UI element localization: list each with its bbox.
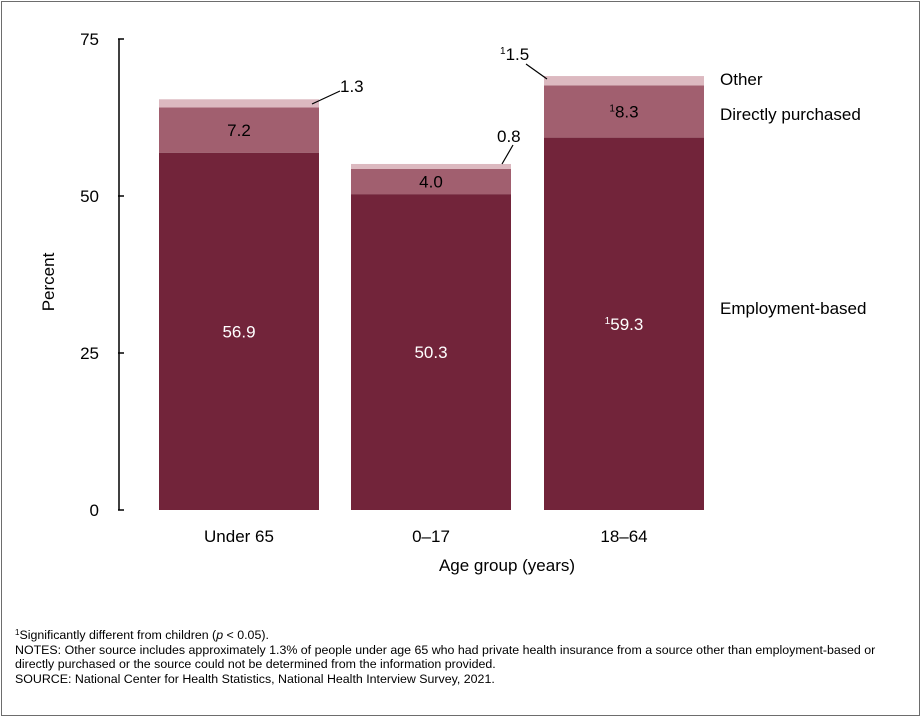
data-label-directly-purchased: 4.0: [419, 173, 443, 192]
bar-directly-purchased-1: [159, 107, 319, 153]
y-axis-title: Percent: [39, 252, 58, 311]
legend-employment-based: Employment-based: [720, 299, 866, 318]
source-text: SOURCE: National Center for Health Stati…: [15, 671, 495, 686]
callout-leader-line: [501, 144, 514, 165]
x-tick-label: 0–17: [412, 527, 450, 546]
y-tick-label: 75: [80, 30, 99, 49]
footnote-p: p: [216, 628, 224, 642]
x-tick-label: Under 65: [204, 527, 274, 546]
bar-other-1: [159, 99, 319, 108]
footnote-tail: < 0.05).: [223, 628, 269, 642]
legend-directly-purchased: Directly purchased: [720, 105, 861, 124]
data-label-employment: 50.3: [414, 343, 447, 362]
label-value: 1.5: [506, 45, 530, 64]
bar-employment-based-2: [351, 194, 511, 510]
axis-layer: 0 25 50 75: [80, 30, 124, 520]
data-label-employment: 56.9: [222, 322, 255, 341]
y-tick-label: 50: [80, 187, 99, 206]
x-tick-label: 18–64: [600, 527, 647, 546]
y-tick-label: 25: [80, 344, 99, 363]
footnote-superscript: 1: [500, 46, 506, 57]
footnote-mark: 1: [15, 628, 20, 637]
bar-other-2: [351, 163, 511, 169]
label-value: 59.3: [610, 315, 643, 334]
x-axis-title: Age group (years): [439, 556, 575, 575]
bar-layer: [159, 76, 704, 510]
y-tick-label: 0: [90, 501, 99, 520]
label-layer: Under 65 0–17 18–64 Age group (years) Percen…: [39, 45, 866, 575]
footnote: 1Significantly different from children (…: [15, 628, 895, 643]
footnote-text: Significantly different from children (: [19, 628, 217, 642]
footnote-superscript: 1: [605, 316, 611, 327]
callout-leader-line: [525, 63, 548, 80]
data-label-employment: 159.3: [605, 315, 644, 334]
bar-employment-based-1: [159, 152, 319, 510]
data-label-directly-purchased: 18.3: [609, 103, 638, 122]
data-label-other: 0.8: [497, 127, 521, 146]
data-label-other: 1.3: [340, 77, 364, 96]
data-label-directly-purchased: 7.2: [227, 121, 251, 140]
label-value: 8.3: [615, 103, 639, 122]
notes-text: NOTES: Other source includes approximate…: [15, 642, 876, 672]
data-label-other: 11.5: [500, 45, 529, 64]
footnote-superscript: 1: [609, 104, 615, 115]
bar-directly-purchased-2: [351, 168, 511, 195]
stacked-bar-chart: 0 25 50 75 Under 65 0–17 18–64 Age group (year…: [39, 30, 866, 575]
legend-other: Other: [720, 70, 763, 89]
bar-other-3: [544, 76, 704, 86]
callout-leader-line: [311, 90, 341, 105]
bar-directly-purchased-3: [544, 85, 704, 138]
chart-notes: 1Significantly different from children (…: [15, 628, 895, 686]
bar-employment-based-3: [544, 137, 704, 510]
